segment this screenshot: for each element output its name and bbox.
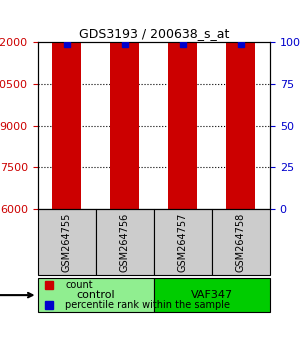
FancyBboxPatch shape bbox=[96, 209, 154, 275]
Title: GDS3193 / 200638_s_at: GDS3193 / 200638_s_at bbox=[79, 27, 229, 40]
Text: count: count bbox=[65, 280, 93, 290]
Text: percentile rank within the sample: percentile rank within the sample bbox=[65, 300, 230, 310]
FancyBboxPatch shape bbox=[38, 209, 96, 275]
Bar bbox=[52, 0, 81, 209]
Text: GSM264758: GSM264758 bbox=[236, 212, 246, 272]
Text: GSM264755: GSM264755 bbox=[61, 212, 72, 272]
Text: GSM264756: GSM264756 bbox=[120, 212, 130, 272]
FancyBboxPatch shape bbox=[212, 209, 270, 275]
Text: GSM264757: GSM264757 bbox=[178, 212, 188, 272]
Bar bbox=[110, 0, 139, 209]
Bar bbox=[168, 0, 197, 209]
FancyBboxPatch shape bbox=[154, 209, 212, 275]
Bar bbox=[226, 0, 256, 209]
